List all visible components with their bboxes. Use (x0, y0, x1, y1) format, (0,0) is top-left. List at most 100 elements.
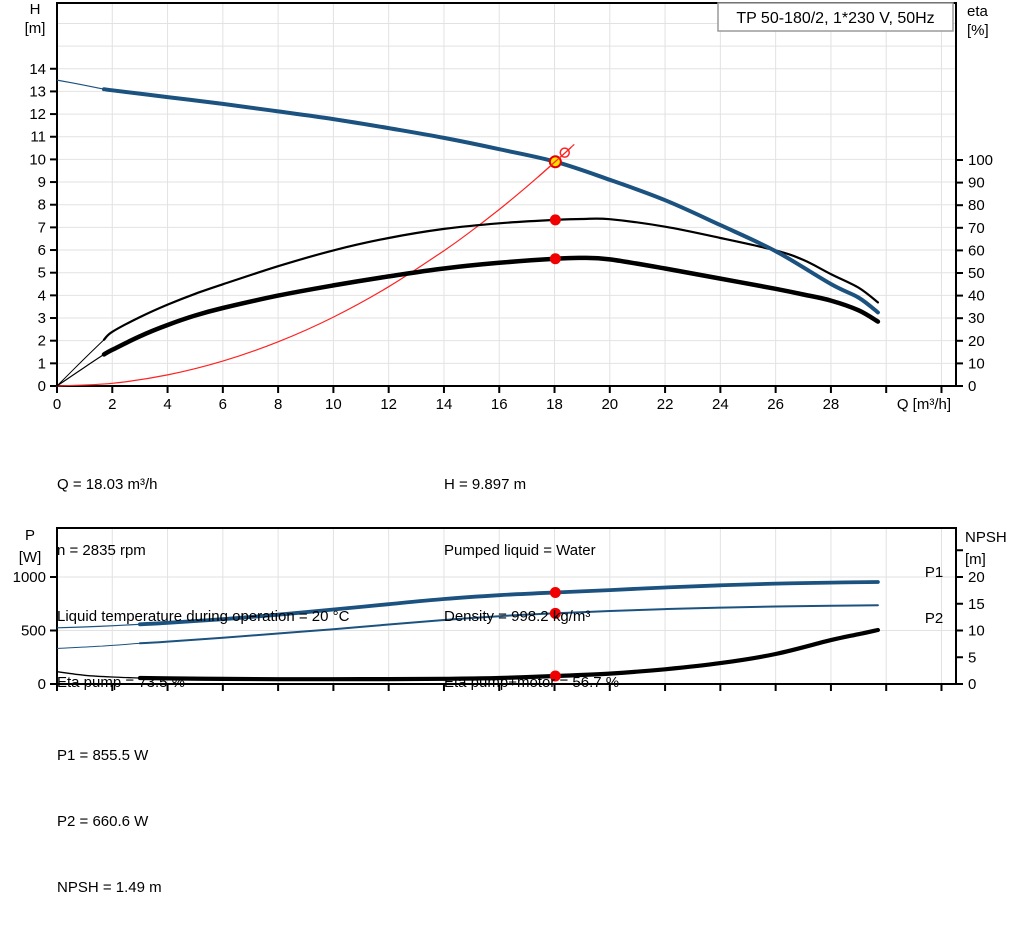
series-hq-curve (102, 87, 880, 315)
axis-unit-label: P (25, 527, 35, 544)
x-tick-label: 16 (491, 396, 508, 413)
y-tick-label: 100 (968, 152, 993, 169)
y-tick-label: 0 (38, 378, 46, 395)
system-line-overlay (537, 146, 572, 178)
y-tick-label: 1 (38, 355, 46, 372)
series-npsh-curve-lead (56, 671, 140, 679)
info-line-pumped-liquid: Pumped liquid = Water (444, 542, 596, 559)
y-tick-label: 70 (968, 220, 985, 237)
y-tick-label: 50 (968, 265, 985, 282)
info-line-eta-pump-motor: Eta pump+motor = 56.7 % (444, 674, 620, 691)
x-tick-label: 26 (767, 396, 784, 413)
x-tick-label: 22 (657, 396, 674, 413)
axis-unit-label: [%] (967, 22, 989, 39)
npsh-axis: 0 5 10 15 20 NPSH [m] (956, 529, 1007, 693)
y-tick-label: 80 (968, 197, 985, 214)
series-hq-curve-lead (56, 79, 105, 90)
npsh-point (549, 670, 561, 682)
series-p2-curve-lead (56, 642, 140, 649)
y-tick-label: 0 (968, 676, 976, 693)
y-tick-label: 14 (29, 61, 46, 78)
x-tick-label: 24 (712, 396, 729, 413)
x-tick-label: 10 (325, 396, 342, 413)
y-tick-label: 12 (29, 106, 46, 123)
x-tick-label: 12 (380, 396, 397, 413)
x-axis (56, 684, 943, 691)
charts-canvas[interactable]: 0 2 4 6 8 10 12 14 16 18 20 22 24 26 28 Q [m³/h]0123456… (0, 0, 1024, 781)
axis-unit-label: eta (967, 3, 989, 20)
x-tick-label: 28 (823, 396, 840, 413)
eta-pump-point (549, 214, 561, 226)
eta-pump-motor-point (549, 253, 561, 265)
info-line-liquid-temp: Liquid temperature during operation = 20… (57, 608, 350, 625)
series-eta-pump-curve-lead (56, 339, 105, 387)
duty-info-left: Q = 18.03 m³/h n = 2835 rpm Liquid tempe… (57, 430, 349, 738)
series-p1-curve (138, 580, 880, 627)
y-tick-label: 30 (968, 310, 985, 327)
y-tick-label: 9 (38, 174, 46, 191)
series-p2-curve (138, 604, 879, 645)
p2-point (549, 607, 561, 619)
y-tick-label: 40 (968, 288, 985, 305)
rated-duty-outline (559, 147, 570, 158)
info-line-head: H = 9.897 m (444, 476, 527, 493)
axis-unit-label: [m] (25, 20, 46, 37)
plot-frame (56, 2, 957, 387)
power-info: P1 = 855.5 W P2 = 660.6 W NPSH = 1.49 m (57, 701, 162, 943)
p1-curve-label: P1 (925, 564, 943, 581)
x-tick-label: 20 (601, 396, 618, 413)
series-eta-pump-motor-curve-lead (56, 353, 105, 387)
p1-point (549, 586, 561, 598)
axis-unit-label: NPSH (965, 529, 1007, 546)
info-line-density: Density = 998.2 kg/m³ (444, 608, 591, 625)
y-tick-label: 6 (38, 242, 46, 259)
y-tick-label: 0 (38, 676, 46, 693)
y-tick-label: 4 (38, 287, 46, 304)
x-tick-label: 0 (53, 396, 61, 413)
x-tick-label: 18 (546, 396, 563, 413)
series-system-curve (56, 144, 575, 387)
y-tick-label: 13 (29, 83, 46, 100)
hq-eta-chart[interactable]: 0 2 4 6 8 10 12 14 16 18 20 22 24 26 28 Q [m³/h]0123456… (25, 1, 993, 413)
p2-curve-label: P2 (925, 610, 943, 627)
series-eta-pump-motor-curve (101, 255, 881, 357)
info-line-q: Q = 18.03 m³/h (57, 476, 158, 493)
chart-title: TP 50-180/2, 1*230 V, 50Hz (736, 10, 934, 27)
axis-unit-label: [W] (19, 549, 42, 566)
y-tick-label: 10 (968, 355, 985, 372)
x-axis: 0 2 4 6 8 10 12 14 16 18 20 22 24 26 28 Q [m³/h] (53, 386, 951, 413)
y-tick-label: 7 (38, 219, 46, 236)
y-tick-label: 2 (38, 333, 46, 350)
y-tick-label: 90 (968, 175, 985, 192)
y-tick-label: 5 (968, 649, 976, 666)
x-tick-label: 14 (436, 396, 453, 413)
series-eta-pump-curve (102, 217, 879, 341)
series-npsh-curve (137, 627, 880, 682)
axis-unit-label: [m] (965, 551, 986, 568)
info-line-p2: P2 = 660.6 W (57, 813, 149, 830)
info-line-speed: n = 2835 rpm (57, 542, 146, 559)
x-tick-label: 4 (163, 396, 171, 413)
y-tick-label: 20 (968, 333, 985, 350)
y-tick-label: 20 (968, 569, 985, 586)
y-tick-label: 8 (38, 197, 46, 214)
y-tick-label: 500 (21, 623, 46, 640)
title-box-frame (717, 2, 954, 32)
y-tick-label: 1000 (13, 569, 46, 586)
chart-title-box: TP 50-180/2, 1*230 V, 50Hz (717, 2, 954, 32)
x-tick-label: 2 (108, 396, 116, 413)
info-line-npsh: NPSH = 1.49 m (57, 879, 162, 896)
x-tick-label: 6 (219, 396, 227, 413)
info-line-eta-pump: Eta pump = 73.5 % (57, 674, 185, 691)
y-tick-label: 3 (38, 310, 46, 327)
info-line-p1: P1 = 855.5 W (57, 747, 149, 764)
eta-axis: 0 10 20 30 40 50 60 70 80 90 100 eta [%] (956, 3, 993, 395)
grid (57, 3, 956, 386)
plot-frame (56, 527, 957, 685)
axis-unit-label: H (30, 1, 41, 18)
p-axis: 0 500 1000 P [W] (13, 527, 57, 693)
power-npsh-chart[interactable]: 0 500 1000 P [W] 0 5 10 15 20 NPSH [m] P1 P2 (13, 527, 1007, 693)
series-p1-curve-lead (56, 623, 140, 629)
y-tick-label: 10 (968, 623, 985, 640)
